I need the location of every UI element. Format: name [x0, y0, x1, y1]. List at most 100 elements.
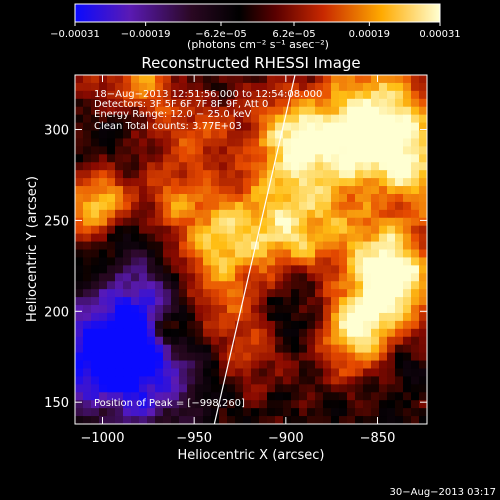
heatmap-cell: [275, 312, 284, 322]
heatmap-cell: [347, 376, 356, 385]
heatmap-cell: [371, 130, 380, 140]
heatmap-cell: [139, 344, 148, 354]
heatmap-cell: [187, 352, 196, 362]
heatmap-cell: [107, 233, 116, 243]
heatmap-cell: [195, 241, 204, 251]
heatmap-cell: [347, 241, 356, 251]
heatmap-cell: [419, 257, 427, 266]
heatmap-cell: [219, 98, 228, 108]
heatmap-cell: [299, 75, 308, 84]
heatmap-cell: [115, 376, 124, 385]
heatmap-cell: [267, 98, 276, 108]
heatmap-cell: [203, 297, 212, 306]
heatmap-cell: [347, 75, 356, 84]
heatmap-cell: [227, 201, 236, 211]
heatmap-cell: [379, 257, 388, 266]
heatmap-cell: [355, 265, 364, 274]
heatmap-cell: [419, 336, 427, 346]
heatmap-cell: [187, 408, 196, 417]
heatmap-cell: [83, 90, 92, 100]
heatmap-cell: [387, 392, 396, 401]
heatmap-cell: [187, 106, 196, 116]
colorbar-ticks: −0.00031 −0.00019 −6.2e−05 6.2e−05 0.00019 0.…: [50, 22, 461, 40]
heatmap-cell: [83, 154, 92, 163]
heatmap-cell: [115, 178, 124, 187]
heatmap-cell: [299, 416, 308, 424]
heatmap-cell: [75, 384, 84, 393]
heatmap-cell: [347, 344, 356, 354]
heatmap-cell: [331, 217, 340, 227]
heatmap-cell: [147, 209, 156, 219]
heatmap-cell: [403, 257, 412, 266]
heatmap-cell: [283, 90, 292, 100]
heatmap-cell: [131, 122, 140, 132]
heatmap-cell: [203, 170, 212, 179]
heatmap-cell: [187, 233, 196, 243]
heatmap-cell: [251, 320, 260, 330]
heatmap-cell: [75, 90, 84, 100]
heatmap-cell: [203, 289, 212, 298]
heatmap-cell: [307, 106, 316, 116]
heatmap-cell: [227, 336, 236, 346]
heatmap-cell: [411, 289, 420, 298]
heatmap-cell: [267, 241, 276, 251]
heatmap-cell: [243, 193, 252, 203]
heatmap-cell: [179, 130, 188, 140]
heatmap-cell: [235, 75, 244, 84]
heatmap-cell: [131, 289, 140, 298]
heatmap-cell: [275, 114, 284, 124]
heatmap-cell: [411, 312, 420, 322]
heatmap-cell: [243, 257, 252, 266]
heatmap-cell: [179, 241, 188, 251]
heatmap-cell: [131, 297, 140, 306]
heatmap-cell: [75, 233, 84, 243]
heatmap-cell: [411, 233, 420, 243]
heatmap-cell: [275, 273, 284, 282]
heatmap-cell: [163, 305, 172, 314]
heatmap-cell: [195, 408, 204, 417]
heatmap-cell: [323, 154, 332, 163]
heatmap-cell: [123, 114, 132, 124]
heatmap-cell: [363, 289, 372, 298]
heatmap-cell: [171, 154, 180, 163]
heatmap-cell: [323, 90, 332, 100]
heatmap-cell: [195, 233, 204, 243]
heatmap-cell: [323, 320, 332, 330]
heatmap-cell: [131, 305, 140, 314]
heatmap-cell: [379, 297, 388, 306]
heatmap-cell: [155, 336, 164, 346]
heatmap-cell: [83, 289, 92, 298]
heatmap-cell: [251, 138, 260, 147]
heatmap-cell: [83, 162, 92, 171]
heatmap-cell: [355, 360, 364, 370]
heatmap-cell: [331, 98, 340, 108]
heatmap-cell: [91, 312, 100, 322]
heatmap-cell: [267, 400, 276, 409]
heatmap-cell: [299, 225, 308, 235]
heatmap-cell: [339, 193, 348, 203]
heatmap-cell: [203, 344, 212, 354]
heatmap-cell: [291, 178, 300, 187]
heatmap-cell: [291, 201, 300, 211]
heatmap-cell: [155, 320, 164, 330]
heatmap-cell: [235, 352, 244, 362]
heatmap-cell: [211, 392, 220, 401]
heatmap-cell: [107, 336, 116, 346]
heatmap-cell: [211, 273, 220, 282]
heatmap-cell: [411, 384, 420, 393]
heatmap-cell: [227, 90, 236, 100]
heatmap-cell: [163, 114, 172, 124]
heatmap-cell: [387, 106, 396, 116]
heatmap-cell: [131, 82, 140, 92]
heatmap-cell: [259, 178, 268, 187]
heatmap-cell: [131, 273, 140, 282]
heatmap-cell: [339, 241, 348, 251]
heatmap-cell: [83, 130, 92, 140]
heatmap-cell: [179, 90, 188, 100]
heatmap-cell: [355, 368, 364, 378]
heatmap-cell: [339, 138, 348, 147]
heatmap-cell: [419, 328, 427, 338]
heatmap-cell: [163, 392, 172, 401]
heatmap-cell: [235, 146, 244, 155]
heatmap-cell: [163, 408, 172, 417]
